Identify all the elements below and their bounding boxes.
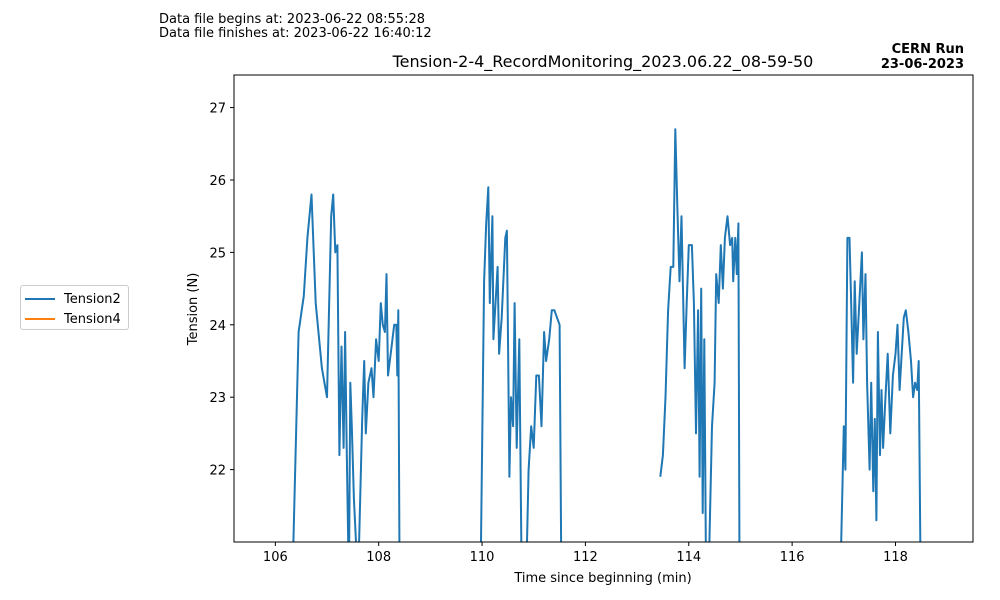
y-tick-label: 27: [209, 102, 226, 117]
legend-label-tension4: Tension4: [64, 311, 121, 327]
x-tick-label: 116: [780, 550, 805, 565]
legend-swatch-tension4: [25, 318, 55, 320]
series-line-tension2: [708, 215, 741, 542]
series-layer: [292, 128, 922, 542]
x-tick-label: 110: [470, 550, 495, 565]
y-tick-label: 25: [209, 246, 226, 261]
legend-label-tension2: Tension2: [64, 291, 121, 307]
y-tick-label: 22: [209, 464, 226, 479]
legend-swatch-tension2: [25, 298, 55, 300]
x-axis-label: Time since beginning (min): [513, 571, 691, 586]
series-line-tension2: [292, 193, 350, 542]
legend: Tension2 Tension4: [20, 285, 129, 330]
run-date: 23-06-2023: [880, 57, 964, 72]
run-title: CERN Run: [891, 42, 964, 57]
series-line-tension2: [840, 236, 922, 542]
plot-area-frame: [233, 74, 974, 543]
series-line-tension2: [348, 381, 357, 542]
series-line-tension2: [358, 273, 401, 542]
x-tick-label: 114: [676, 550, 701, 565]
y-tick-label: 23: [209, 391, 226, 406]
y-tick-label: 24: [209, 319, 226, 334]
y-tick-label: 26: [209, 174, 226, 189]
x-tick-label: 118: [883, 550, 908, 565]
legend-item-tension2: Tension2: [25, 290, 121, 308]
series-line-tension2: [480, 186, 523, 542]
chart-title: Tension-2-4_RecordMonitoring_2023.06.22_…: [392, 52, 814, 72]
legend-item-tension4: Tension4: [25, 310, 121, 328]
series-line-tension2: [659, 128, 707, 542]
data-finish-text: Data file finishes at: 2023-06-22 16:40:…: [159, 26, 432, 41]
axis-ticks: 106 108 110 112 114 116 118 22 23 24 25 26 27: [209, 102, 907, 565]
data-begin-text: Data file begins at: 2023-06-22 08:55:28: [159, 12, 426, 27]
x-tick-label: 108: [366, 550, 391, 565]
x-tick-label: 112: [573, 550, 598, 565]
series-line-tension2: [526, 309, 563, 542]
y-axis-label: Tension (N): [186, 273, 201, 347]
x-tick-label: 106: [263, 550, 288, 565]
